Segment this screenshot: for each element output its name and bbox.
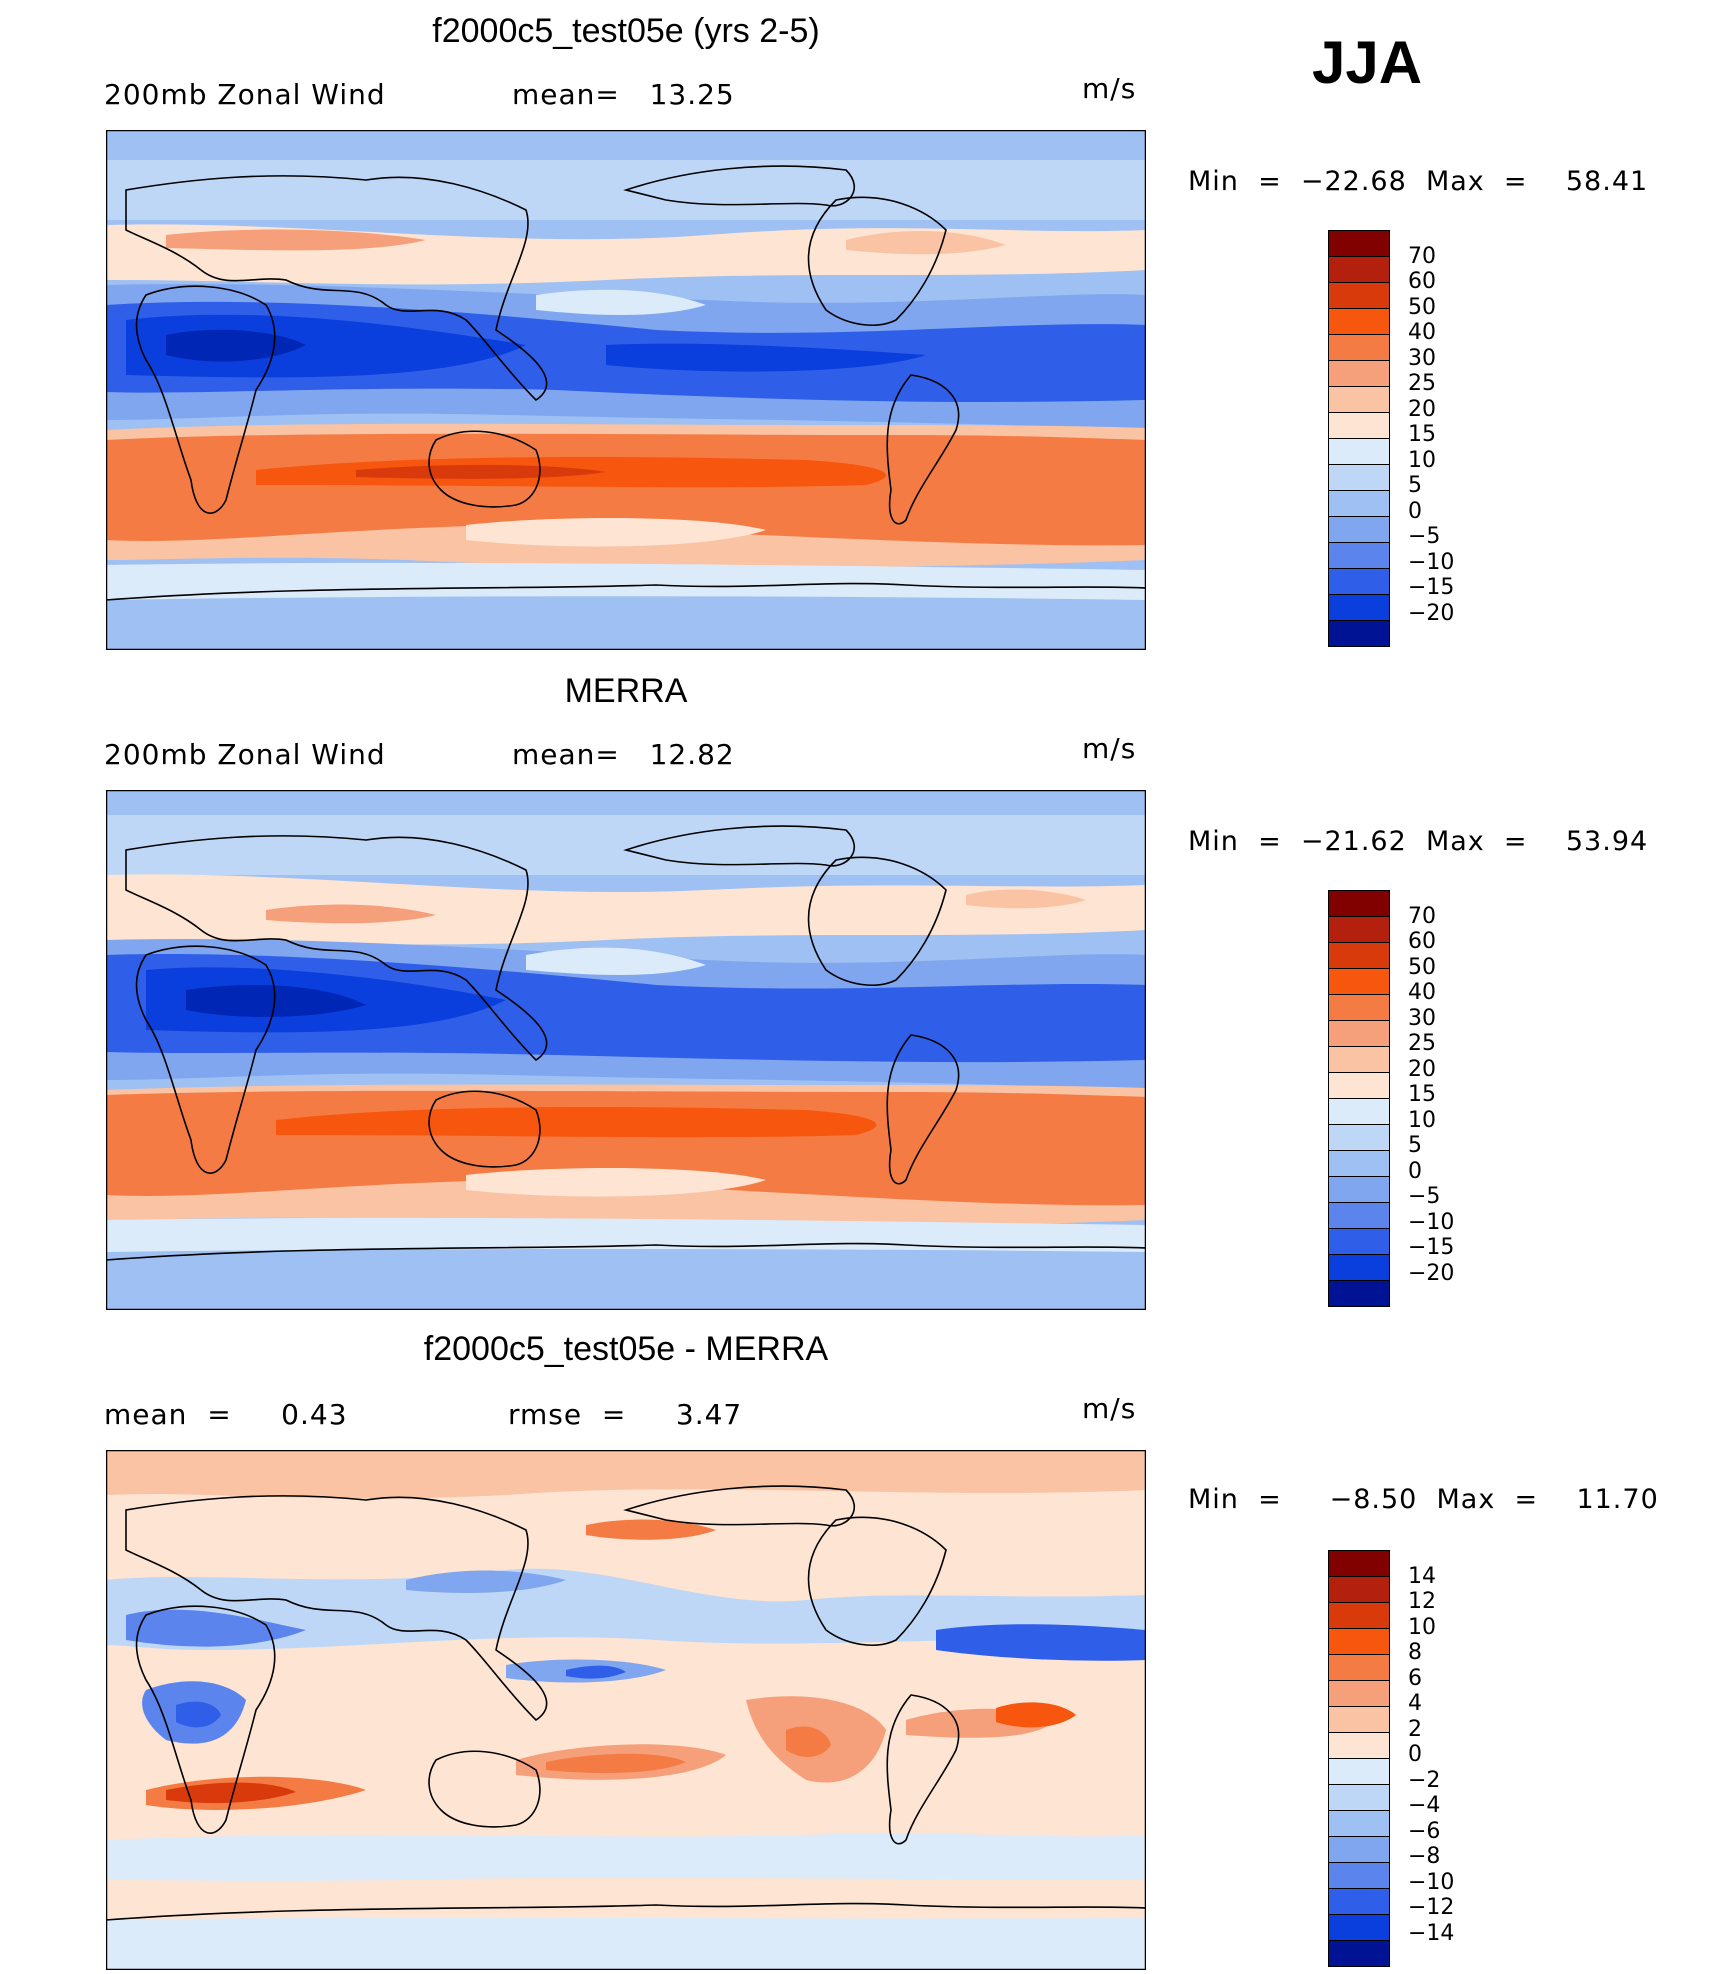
panel-2-title: MERRA bbox=[564, 672, 688, 710]
panel-3-level: −12 bbox=[1408, 1895, 1455, 1920]
panel-1-mean: mean= 13.25 bbox=[512, 78, 735, 111]
panel-2-level: 30 bbox=[1408, 1006, 1436, 1031]
panel-2-level: 20 bbox=[1408, 1057, 1436, 1082]
panel-2-field-label: 200mb Zonal Wind bbox=[104, 738, 386, 771]
panel-3-level: −14 bbox=[1408, 1921, 1455, 1946]
panel-3-level: 4 bbox=[1408, 1691, 1422, 1716]
panel-3-colorbar bbox=[1328, 1550, 1390, 1967]
panel-2-units: m/s bbox=[1082, 732, 1137, 765]
panel-1-level: −10 bbox=[1408, 550, 1455, 575]
panel-3-level: 10 bbox=[1408, 1615, 1436, 1640]
panel-3-title: f2000c5_test05e - MERRA bbox=[423, 1330, 829, 1368]
panel-2-level: −5 bbox=[1408, 1184, 1441, 1209]
panel-1-level: 20 bbox=[1408, 397, 1436, 422]
panel-3-level: 12 bbox=[1408, 1589, 1436, 1614]
panel-2-level: 50 bbox=[1408, 955, 1436, 980]
panel-2-level: 15 bbox=[1408, 1082, 1436, 1107]
panel-3-level: 6 bbox=[1408, 1666, 1422, 1691]
panel-2-level: 60 bbox=[1408, 929, 1436, 954]
panel-3-rmse: rmse = 3.47 bbox=[508, 1398, 743, 1431]
panel-2-minmax: Min = −21.62 Max = 53.94 bbox=[1188, 826, 1649, 857]
panel-3-level: 14 bbox=[1408, 1564, 1436, 1589]
panel-2-level: 0 bbox=[1408, 1159, 1422, 1184]
panel-1-level: 10 bbox=[1408, 448, 1436, 473]
panel-2-colorbar bbox=[1328, 890, 1390, 1307]
panel-3-map bbox=[106, 1450, 1146, 1970]
panel-3-level: 2 bbox=[1408, 1717, 1422, 1742]
panel-2-level: −10 bbox=[1408, 1210, 1455, 1235]
panel-1-level: 15 bbox=[1408, 422, 1436, 447]
panel-1-map bbox=[106, 130, 1146, 650]
panel-2-level: 25 bbox=[1408, 1031, 1436, 1056]
panel-1-level: −15 bbox=[1408, 575, 1455, 600]
panel-3-units: m/s bbox=[1082, 1392, 1137, 1425]
panel-1-level: −20 bbox=[1408, 601, 1455, 626]
panel-3-level: −10 bbox=[1408, 1870, 1455, 1895]
panel-1-level: 40 bbox=[1408, 320, 1436, 345]
panel-3-level: 0 bbox=[1408, 1742, 1422, 1767]
panel-1-level: 5 bbox=[1408, 473, 1422, 498]
panel-3-level: −4 bbox=[1408, 1793, 1441, 1818]
panel-2-level: −15 bbox=[1408, 1235, 1455, 1260]
panel-1-level: 30 bbox=[1408, 346, 1436, 371]
panel-1-level: 60 bbox=[1408, 269, 1436, 294]
panel-1-minmax: Min = −22.68 Max = 58.41 bbox=[1188, 166, 1649, 197]
panel-2-level: 5 bbox=[1408, 1133, 1422, 1158]
panel-1-level: −5 bbox=[1408, 524, 1441, 549]
season-label: JJA bbox=[1312, 29, 1423, 96]
panel-2-level: −20 bbox=[1408, 1261, 1455, 1286]
panel-3-mean: mean = 0.43 bbox=[104, 1398, 348, 1431]
panel-3-level: 8 bbox=[1408, 1640, 1422, 1665]
panel-1-units: m/s bbox=[1082, 72, 1137, 105]
panel-1-field-label: 200mb Zonal Wind bbox=[104, 78, 386, 111]
panel-2-mean: mean= 12.82 bbox=[512, 738, 735, 771]
panel-1-title: f2000c5_test05e (yrs 2-5) bbox=[432, 12, 820, 50]
panel-3-minmax: Min = −8.50 Max = 11.70 bbox=[1188, 1484, 1659, 1515]
panel-1-level: 0 bbox=[1408, 499, 1422, 524]
panel-1-level: 50 bbox=[1408, 295, 1436, 320]
panel-2-level: 10 bbox=[1408, 1108, 1436, 1133]
panel-2-level: 70 bbox=[1408, 904, 1436, 929]
panel-1-colorbar bbox=[1328, 230, 1390, 647]
panel-3-level: −6 bbox=[1408, 1819, 1441, 1844]
panel-1-level: 25 bbox=[1408, 371, 1436, 396]
panel-2-map bbox=[106, 790, 1146, 1310]
panel-3-level: −2 bbox=[1408, 1768, 1441, 1793]
panel-1-level: 70 bbox=[1408, 244, 1436, 269]
panel-3-level: −8 bbox=[1408, 1844, 1441, 1869]
panel-2-level: 40 bbox=[1408, 980, 1436, 1005]
